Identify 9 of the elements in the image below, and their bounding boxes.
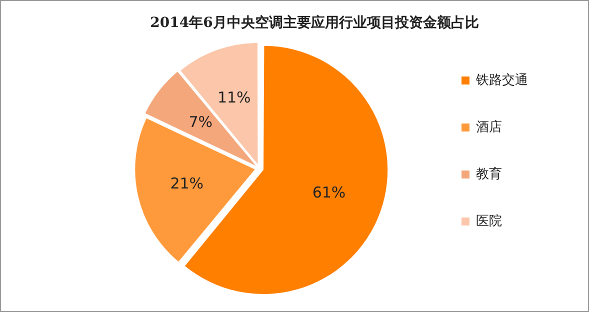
- legend-label: 铁路交通: [475, 72, 528, 88]
- chart-title: 2014年6月中央空调主要应用行业项目投资金额占比: [150, 14, 479, 32]
- data-label: 7%: [188, 112, 213, 131]
- legend-label: 酒店: [476, 118, 502, 135]
- legend-label: 教育: [476, 166, 502, 182]
- data-label: 21%: [170, 174, 204, 192]
- legend-label: 医院: [476, 214, 502, 229]
- data-label: 61%: [312, 183, 346, 202]
- data-label: 11%: [217, 88, 251, 107]
